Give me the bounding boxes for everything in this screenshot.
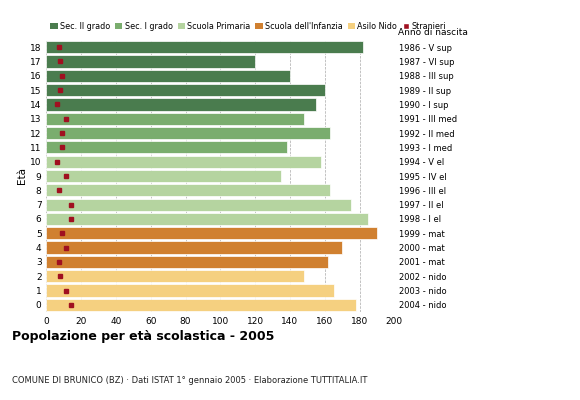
Bar — [46, 242, 342, 254]
Bar — [46, 113, 304, 125]
Bar — [46, 213, 368, 225]
Bar — [46, 184, 330, 196]
Bar — [46, 198, 351, 211]
Bar — [46, 156, 321, 168]
Bar — [46, 41, 363, 53]
Bar — [46, 299, 356, 311]
Bar — [46, 98, 316, 110]
Bar — [46, 227, 377, 239]
Bar — [46, 84, 325, 96]
Bar — [46, 256, 328, 268]
Y-axis label: Età: Età — [17, 168, 27, 184]
Text: Popolazione per età scolastica - 2005: Popolazione per età scolastica - 2005 — [12, 330, 274, 343]
Bar — [46, 127, 330, 139]
Bar — [46, 284, 333, 297]
Text: COMUNE DI BRUNICO (BZ) · Dati ISTAT 1° gennaio 2005 · Elaborazione TUTTITALIA.IT: COMUNE DI BRUNICO (BZ) · Dati ISTAT 1° g… — [12, 376, 367, 385]
Legend: Sec. II grado, Sec. I grado, Scuola Primaria, Scuola dell'Infanzia, Asilo Nido, : Sec. II grado, Sec. I grado, Scuola Prim… — [50, 22, 446, 30]
Bar — [46, 55, 255, 68]
Bar — [46, 70, 290, 82]
Bar — [46, 270, 304, 282]
Text: Anno di nascita: Anno di nascita — [398, 28, 467, 37]
Bar — [46, 170, 281, 182]
Bar — [46, 141, 287, 154]
